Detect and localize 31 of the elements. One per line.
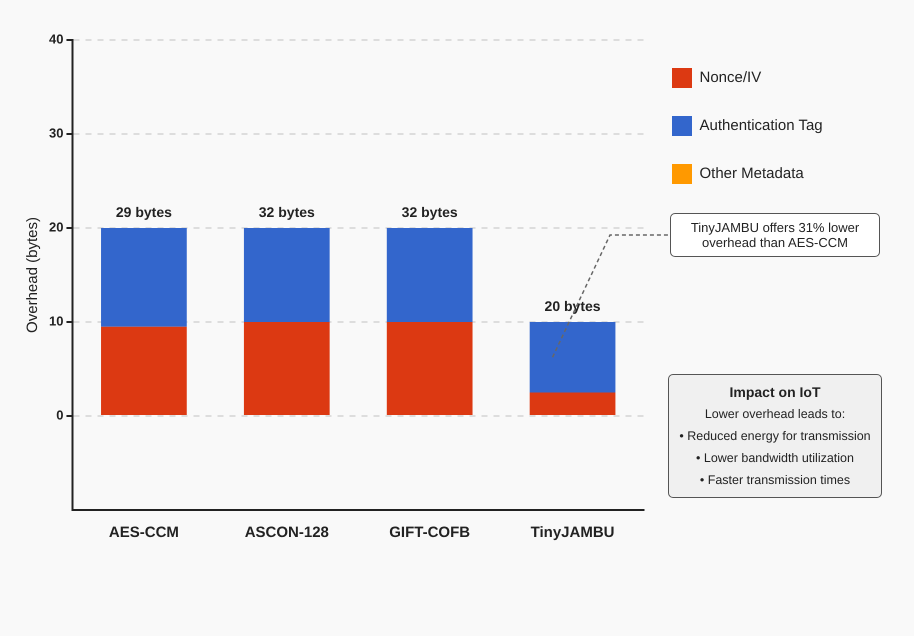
legend-label: Authentication Tag [700,117,823,134]
bar [386,228,473,322]
x-tick-label: TinyJAMBU [530,524,615,542]
x-tick-label: ASCON-128 [244,524,329,542]
y-tick-label: 30 [48,126,64,141]
y-tick-label: 10 [48,314,64,329]
bar [101,228,187,327]
bar [386,322,473,415]
text: Lower overhead leads to: [704,406,846,423]
text: • Reduced energy for transmission [678,428,872,445]
legend-label: Nonce/IV [700,69,762,86]
bar [530,392,616,415]
y-tick-label: 20 [48,220,64,235]
bar [244,228,330,322]
y-tick-label: 0 [56,408,64,423]
annotation: 29 bytes [116,204,172,220]
bar [101,326,187,415]
x-tick-label: AES-CCM [108,524,179,542]
bar [244,322,330,415]
y-axis-title: Overhead (bytes) [24,217,42,333]
text: • Lower bandwidth utilization [695,450,855,467]
text: • Faster transmission times [698,472,852,489]
annotation: 20 bytes [544,298,601,314]
annotation: 32 bytes [402,204,458,220]
text: TinyJAMBU offers 31% lower overhead than AES-CCM [670,213,880,257]
y-tick-label: 40 [48,32,64,47]
annotation: 32 bytes [258,204,316,220]
bar [530,322,616,392]
legend-label: Other Metadata [700,165,804,182]
x-tick-label: GIFT-COFB [389,524,470,542]
text: Impact on IoT [728,383,822,402]
